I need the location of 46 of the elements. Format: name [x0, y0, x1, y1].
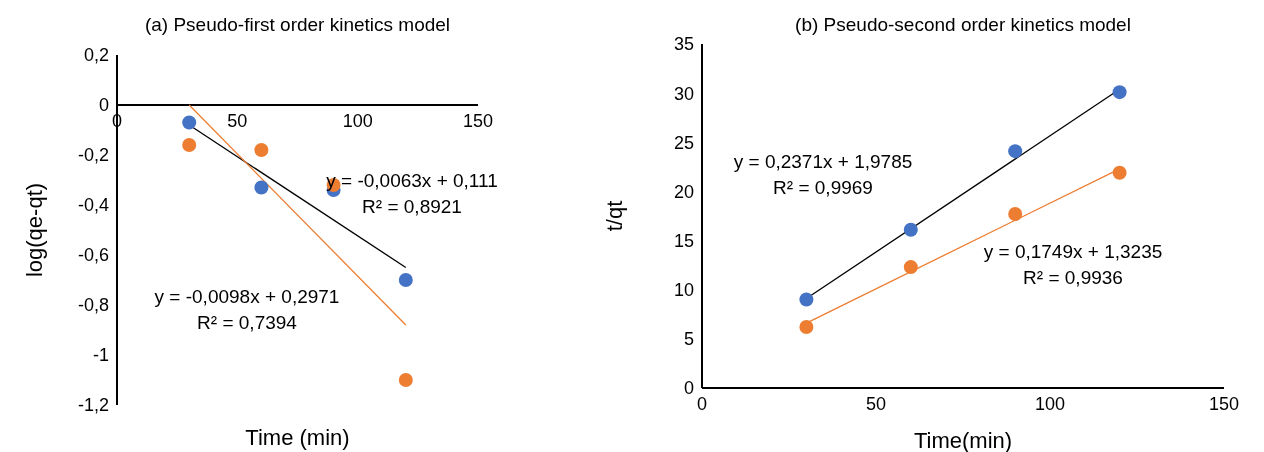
x-tick-label: 100 — [342, 111, 373, 131]
chart-title: (a) Pseudo-first order kinetics model — [144, 14, 451, 36]
y-tick-label: 5 — [683, 329, 694, 350]
y-tick-label: -0,4 — [77, 195, 109, 216]
x-tick-label: 100 — [1034, 394, 1066, 414]
point — [1112, 85, 1127, 100]
x-tick-label: 50 — [865, 394, 887, 414]
y-tick-label: -1,2 — [77, 395, 109, 416]
point — [1008, 144, 1023, 159]
y-tick-label: 20 — [673, 181, 694, 202]
y-tick-label: 15 — [673, 230, 694, 251]
x-axis-title: Time(min) — [913, 428, 1013, 452]
y-axis-title: t/qt — [601, 200, 627, 232]
point — [799, 320, 814, 335]
y-tick-label: -1 — [92, 345, 109, 366]
x-tick-label: 150 — [1208, 394, 1240, 414]
point — [398, 373, 413, 387]
x-tick-label: 50 — [227, 111, 248, 131]
point — [254, 143, 269, 157]
point — [903, 260, 918, 275]
y-tick-label: 30 — [673, 83, 694, 104]
y-tick-label: 10 — [673, 280, 694, 301]
point — [799, 292, 814, 307]
point — [398, 273, 413, 287]
x-tick-label: 0 — [696, 394, 708, 414]
point — [1112, 165, 1127, 180]
point — [254, 180, 269, 195]
y-tick-label: 0 — [98, 95, 109, 116]
point — [903, 222, 918, 237]
y-tick-label: 0 — [683, 378, 694, 399]
y-tick-label: -0,2 — [77, 145, 109, 166]
y-tick-label: 25 — [673, 132, 694, 153]
annotation: y = 0,1749x + 1,3235 R² = 0,9936 — [983, 240, 1163, 290]
annotation: y = -0,0098x + 0,2971 R² = 0,7394 — [154, 285, 340, 335]
point — [1008, 207, 1023, 222]
y-axis-title: log(qe-qt) — [21, 182, 47, 278]
y-tick-label: 0,2 — [83, 45, 109, 66]
point — [182, 115, 197, 130]
y-tick-label: -0,8 — [77, 295, 109, 316]
y-tick-label: 35 — [673, 34, 694, 55]
x-tick-label: 150 — [462, 111, 494, 131]
annotation: y = 0,2371x + 1,9785 R² = 0,9969 — [733, 150, 913, 200]
x-axis-title: Time (min) — [245, 425, 350, 450]
point — [182, 138, 197, 152]
y-tick-label: -0,6 — [77, 245, 109, 266]
chart-title: (b) Pseudo-second order kinetics model — [795, 14, 1131, 36]
